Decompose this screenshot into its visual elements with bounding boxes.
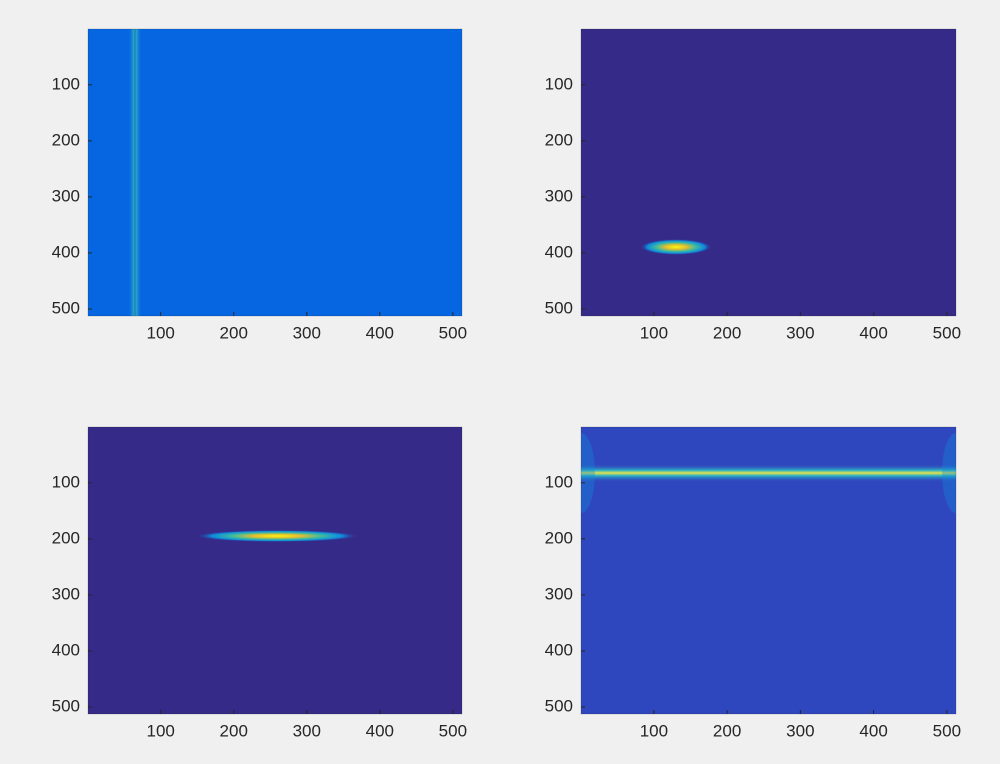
- x-tick-label: 200: [713, 721, 741, 740]
- spot: [640, 239, 712, 255]
- x-tick-label: 400: [859, 323, 887, 342]
- x-tick-label: 300: [786, 721, 814, 740]
- axes-box: [580, 28, 957, 317]
- y-tick-label: 500: [52, 298, 80, 317]
- y-tick-label: 300: [52, 186, 80, 205]
- y-tick-label: 500: [545, 696, 573, 715]
- y-tick-label: 400: [52, 640, 80, 659]
- axes-box: [87, 28, 463, 317]
- y-tick-label: 100: [52, 472, 80, 491]
- vertical-streak: [128, 29, 142, 316]
- image-feature: [640, 239, 712, 255]
- x-tick-label: 400: [366, 323, 394, 342]
- x-tick-label: 300: [293, 323, 321, 342]
- x-tick-label: 100: [146, 721, 174, 740]
- panels: [88, 29, 956, 714]
- y-tick-label: 100: [52, 74, 80, 93]
- y-tick-label: 200: [52, 528, 80, 547]
- y-tick-label: 300: [545, 584, 573, 603]
- image-feature: [581, 433, 956, 513]
- x-tick-label: 200: [220, 323, 248, 342]
- x-tick-label: 200: [220, 721, 248, 740]
- x-tick-label: 100: [640, 721, 668, 740]
- y-tick-label: 300: [545, 186, 573, 205]
- x-tick-label: 300: [786, 323, 814, 342]
- y-tick-label: 200: [52, 130, 80, 149]
- x-tick-label: 500: [933, 323, 961, 342]
- image: [88, 427, 462, 714]
- y-tick-label: 100: [545, 472, 573, 491]
- x-tick-label: 300: [293, 721, 321, 740]
- y-tick-label: 400: [52, 242, 80, 261]
- edge-flare: [942, 433, 956, 513]
- x-tick-label: 400: [859, 721, 887, 740]
- y-tick-label: 200: [545, 130, 573, 149]
- y-tick-label: 300: [52, 584, 80, 603]
- y-tick-label: 400: [545, 242, 573, 261]
- y-tick-label: 500: [545, 298, 573, 317]
- x-tick-label: 500: [439, 721, 467, 740]
- spot: [195, 530, 359, 542]
- image: [581, 29, 956, 316]
- x-tick-label: 500: [439, 323, 467, 342]
- axes-box: [580, 426, 957, 715]
- y-tick-label: 100: [545, 74, 573, 93]
- axes: 100 200 300 400 500 100 200 300 400 500 100 200 300 4…: [52, 28, 961, 740]
- image-feature: [195, 530, 359, 542]
- y-tick-label: 500: [52, 696, 80, 715]
- x-tick-label: 400: [366, 721, 394, 740]
- x-tick-label: 200: [713, 323, 741, 342]
- edge-flare: [581, 433, 595, 513]
- x-tick-label: 100: [146, 323, 174, 342]
- x-tick-label: 100: [640, 323, 668, 342]
- x-tick-label: 500: [933, 721, 961, 740]
- image-feature: [128, 29, 142, 316]
- axes-box: [87, 426, 463, 715]
- y-tick-label: 400: [545, 640, 573, 659]
- y-tick-label: 200: [545, 528, 573, 547]
- image: [88, 29, 462, 316]
- horizontal-streak: [581, 464, 956, 482]
